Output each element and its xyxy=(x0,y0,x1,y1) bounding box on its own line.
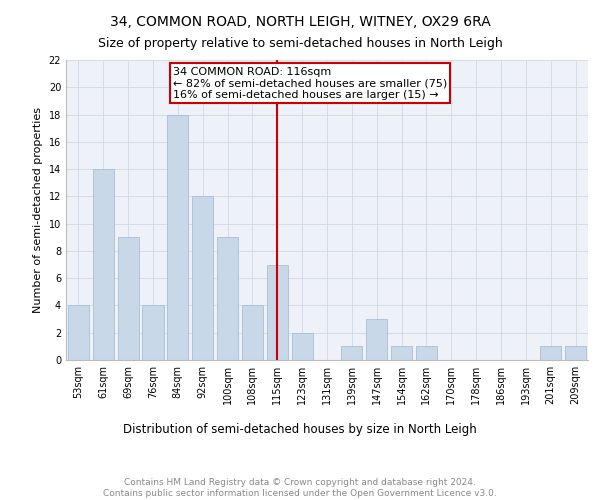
Text: Distribution of semi-detached houses by size in North Leigh: Distribution of semi-detached houses by … xyxy=(123,422,477,436)
Bar xyxy=(565,346,586,360)
Bar xyxy=(167,114,188,360)
Bar xyxy=(540,346,561,360)
Bar xyxy=(142,306,164,360)
Text: Size of property relative to semi-detached houses in North Leigh: Size of property relative to semi-detach… xyxy=(98,38,502,51)
Bar xyxy=(267,264,288,360)
Bar xyxy=(93,169,114,360)
Y-axis label: Number of semi-detached properties: Number of semi-detached properties xyxy=(33,107,43,313)
Bar xyxy=(68,306,89,360)
Bar xyxy=(192,196,213,360)
Bar xyxy=(242,306,263,360)
Text: 34 COMMON ROAD: 116sqm
← 82% of semi-detached houses are smaller (75)
16% of sem: 34 COMMON ROAD: 116sqm ← 82% of semi-det… xyxy=(173,67,447,100)
Bar xyxy=(391,346,412,360)
Bar xyxy=(366,319,387,360)
Text: Contains HM Land Registry data © Crown copyright and database right 2024.
Contai: Contains HM Land Registry data © Crown c… xyxy=(103,478,497,498)
Bar xyxy=(416,346,437,360)
Bar xyxy=(341,346,362,360)
Bar xyxy=(118,238,139,360)
Bar xyxy=(217,238,238,360)
Text: 34, COMMON ROAD, NORTH LEIGH, WITNEY, OX29 6RA: 34, COMMON ROAD, NORTH LEIGH, WITNEY, OX… xyxy=(110,15,490,29)
Bar xyxy=(292,332,313,360)
